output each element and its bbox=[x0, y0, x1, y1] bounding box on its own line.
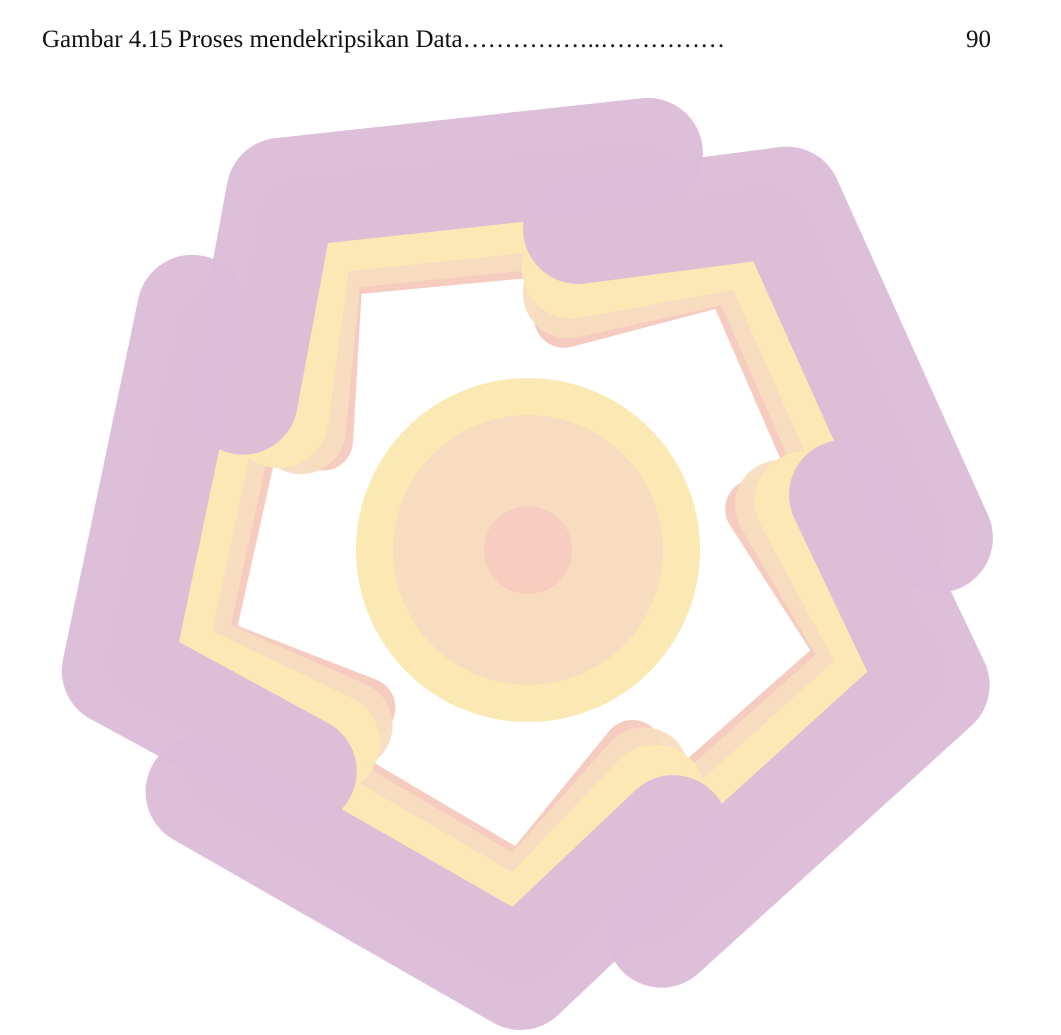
watermark-logo bbox=[0, 0, 1061, 1035]
figure-title: Proses mendekripsikan Data bbox=[178, 26, 463, 53]
page: {"entry": {"label": "Gambar 4.15", "titl… bbox=[0, 0, 1061, 1035]
figure-title-line: Proses mendekripsikan Data……………..…………… bbox=[178, 26, 725, 54]
figure-label: Gambar 4.15 bbox=[42, 26, 173, 54]
logo-shape bbox=[484, 506, 572, 594]
page-number: 90 bbox=[966, 26, 991, 54]
leader-dots: ……………..…………… bbox=[463, 26, 726, 53]
